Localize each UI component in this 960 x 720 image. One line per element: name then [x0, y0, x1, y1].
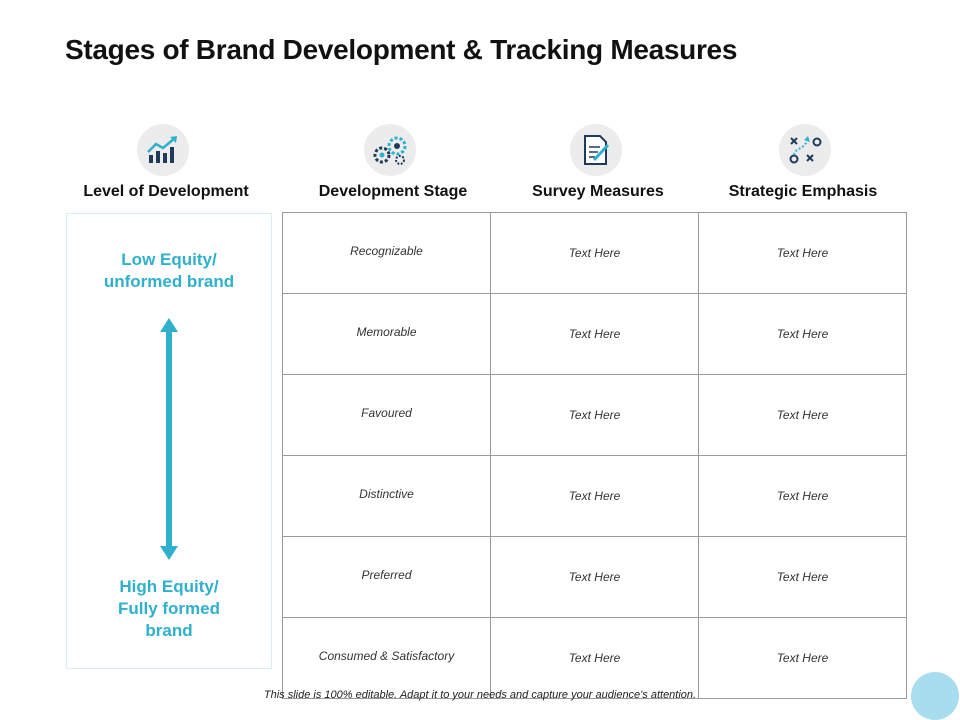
corner-circle-decoration — [911, 672, 959, 720]
growth-chart-icon — [147, 136, 177, 163]
stage-cell: Distinctive — [282, 455, 491, 537]
survey-cell: Text Here — [490, 536, 699, 618]
low-equity-label: Low Equity/ unformed brand — [103, 250, 235, 291]
stage-cell: Recognizable — [282, 212, 491, 294]
measures-table: Recognizable Text Here Text Here Memorab… — [282, 212, 907, 699]
high-equity-label: High Equity/ Fully formed brand — [117, 577, 220, 640]
level-panel — [66, 213, 272, 669]
document-pen-icon — [584, 135, 610, 165]
column-heading-level: Level of Development — [83, 183, 249, 200]
survey-cell: Text Here — [490, 212, 699, 294]
survey-cell: Text Here — [490, 374, 699, 456]
icon-circle-strategy — [779, 124, 831, 176]
gears-icon — [373, 136, 407, 165]
strategy-cell: Text Here — [698, 455, 907, 537]
survey-cell: Text Here — [490, 293, 699, 375]
table-row: Consumed & Satisfactory Text Here Text H… — [282, 617, 907, 699]
table-row: Recognizable Text Here Text Here — [282, 212, 907, 294]
slide-title: Stages of Brand Development & Tracking M… — [65, 34, 738, 65]
slide-footer: This slide is 100% editable. Adapt it to… — [263, 689, 697, 701]
stage-cell: Preferred — [282, 536, 491, 618]
icon-circle-survey — [570, 124, 622, 176]
double-arrow-icon — [160, 318, 178, 560]
survey-cell: Text Here — [490, 617, 699, 699]
stage-cell: Memorable — [282, 293, 491, 375]
icon-circle-stage — [364, 124, 416, 176]
strategy-cell: Text Here — [698, 212, 907, 294]
strategy-cell: Text Here — [698, 617, 907, 699]
column-heading-stage: Development Stage — [318, 183, 468, 200]
strategy-plan-icon — [789, 136, 822, 164]
table-row: Preferred Text Here Text Here — [282, 536, 907, 618]
stage-cell: Consumed & Satisfactory — [282, 617, 491, 699]
table-row: Favoured Text Here Text Here — [282, 374, 907, 456]
column-heading-survey: Survey Measures — [532, 183, 664, 200]
strategy-cell: Text Here — [698, 374, 907, 456]
survey-cell: Text Here — [490, 455, 699, 537]
stage-cell: Favoured — [282, 374, 491, 456]
strategy-cell: Text Here — [698, 293, 907, 375]
column-heading-strategy: Strategic Emphasis — [728, 183, 878, 200]
table-row: Memorable Text Here Text Here — [282, 293, 907, 375]
icon-circle-level — [137, 124, 189, 176]
table-row: Distinctive Text Here Text Here — [282, 455, 907, 537]
strategy-cell: Text Here — [698, 536, 907, 618]
